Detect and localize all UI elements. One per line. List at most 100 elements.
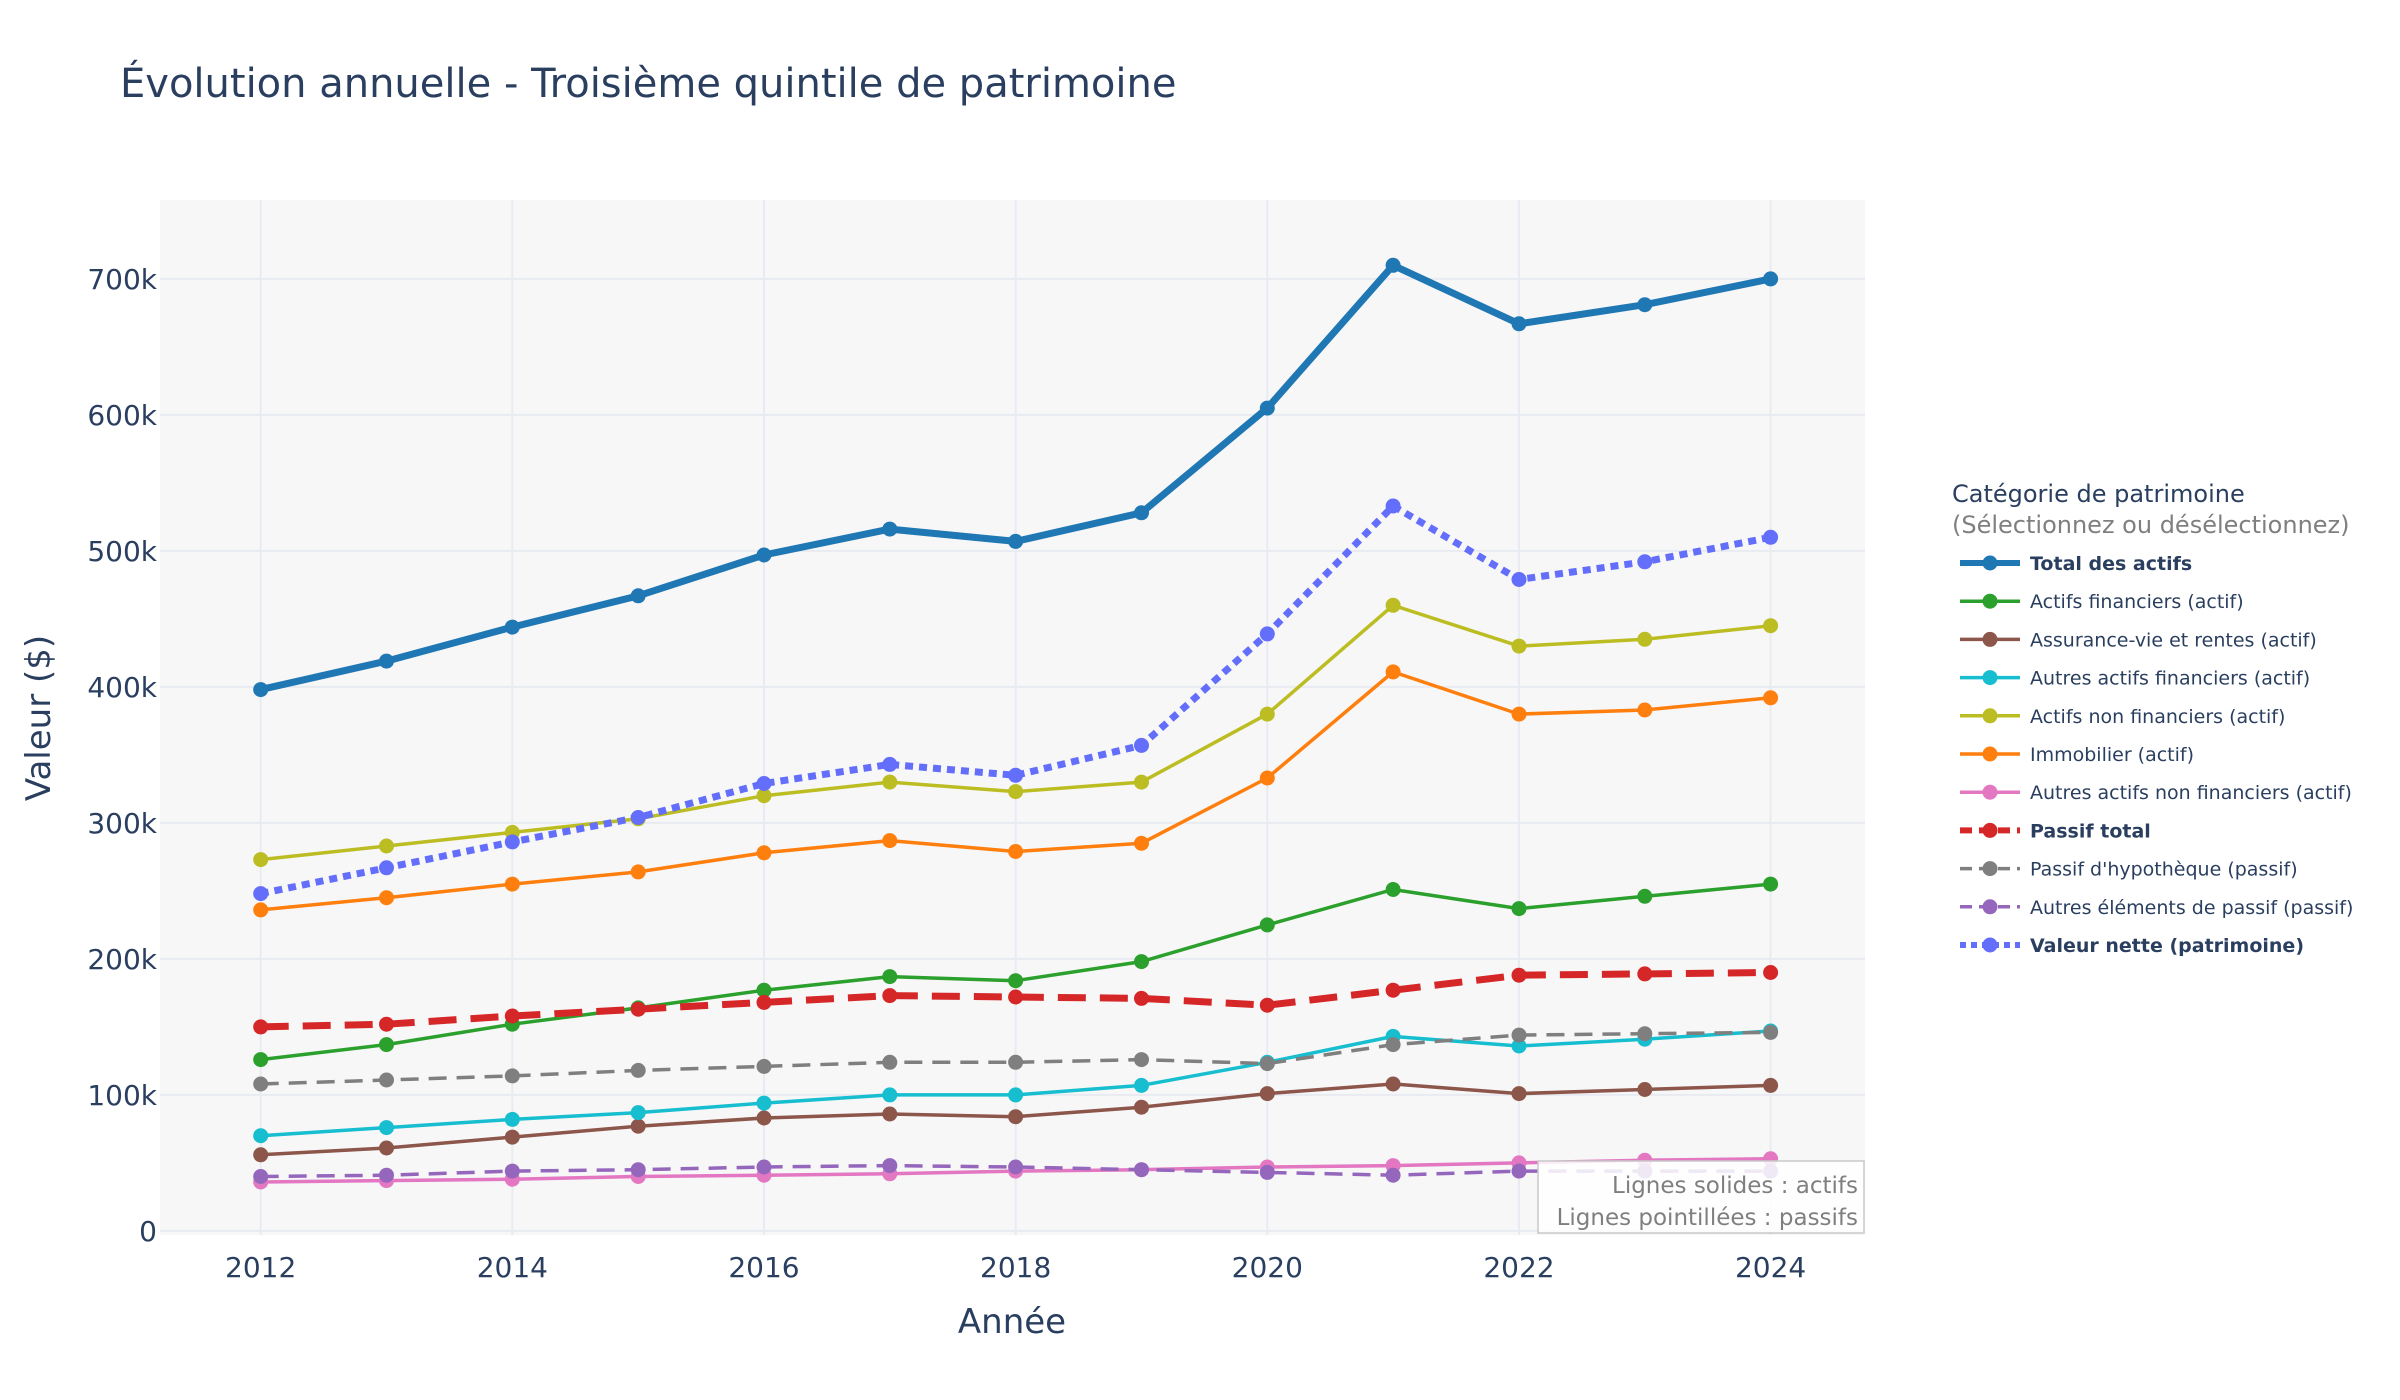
data-point [1008, 844, 1024, 859]
data-point [1134, 774, 1149, 790]
data-point [1385, 1037, 1401, 1053]
legend-item-11[interactable]: Valeur nette (patrimoine) [1960, 935, 2304, 957]
data-point [1637, 554, 1653, 570]
x-tick-label: 2014 [477, 1251, 548, 1284]
data-point [1008, 1109, 1024, 1125]
legend-item-8[interactable]: Passif total [1960, 820, 2151, 842]
x-tick-label: 2018 [980, 1251, 1051, 1284]
data-point [1134, 1099, 1149, 1115]
data-point [1134, 990, 1149, 1006]
data-point [1259, 706, 1275, 722]
data-point [1134, 1052, 1149, 1068]
legend-label: Valeur nette (patrimoine) [2030, 935, 2304, 957]
legend-item-6[interactable]: Immobilier (actif) [1960, 744, 2194, 766]
legend-items: Total des actifs Actifs financiers (actif… [1960, 553, 2353, 957]
annotation-line-liabilities: Lignes pointillées : passifs [1557, 1205, 1858, 1231]
data-point [882, 521, 898, 537]
legend-item-5[interactable]: Actifs non financiers (actif) [1960, 706, 2285, 728]
data-point [504, 834, 520, 850]
chart-title: Évolution annuelle - Troisième quintile … [120, 59, 1176, 107]
data-point [1511, 967, 1527, 983]
data-point [379, 890, 394, 906]
data-point [1511, 1027, 1527, 1043]
data-point [756, 1159, 772, 1175]
data-point [756, 776, 772, 791]
data-point [756, 1095, 772, 1111]
legend-annotation: Lignes solides : actifs Lignes pointillé… [1537, 1160, 1865, 1234]
y-tick-label: 300k [87, 807, 157, 840]
data-point [379, 653, 394, 669]
data-point [1637, 702, 1653, 718]
data-point [1259, 917, 1275, 933]
data-point [379, 1016, 394, 1032]
legend-swatch-marker [1982, 822, 1998, 838]
data-point [1259, 1164, 1275, 1180]
data-point [630, 864, 646, 880]
y-tick-label: 0 [139, 1215, 157, 1248]
data-point [1259, 1086, 1275, 1102]
legend-swatch-marker [1982, 746, 1998, 762]
data-point [1511, 901, 1527, 917]
legend-swatch-marker [1982, 631, 1998, 647]
legend-item-3[interactable]: Assurance-vie et rentes (actif) [1960, 629, 2317, 651]
data-point [1259, 400, 1275, 416]
data-point [1134, 505, 1149, 521]
data-point [253, 1076, 269, 1092]
data-point [1385, 982, 1401, 998]
data-point [1511, 1163, 1527, 1179]
data-point [1637, 631, 1653, 647]
series-1 [253, 257, 1779, 698]
series-3 [253, 1076, 1779, 1163]
data-point [379, 1037, 394, 1053]
data-point [253, 902, 269, 918]
legend-label: Total des actifs [2030, 553, 2192, 575]
data-point [1008, 1087, 1024, 1103]
data-point [1511, 572, 1527, 587]
legend-item-9[interactable]: Passif d'hypothèque (passif) [1960, 859, 2298, 881]
data-point [1008, 784, 1024, 800]
series-6 [253, 664, 1779, 918]
data-point [253, 1169, 269, 1184]
data-point [1385, 1076, 1401, 1092]
data-point [1385, 1167, 1401, 1183]
data-point [1385, 597, 1401, 613]
data-point [1511, 1086, 1527, 1102]
data-point [253, 1147, 269, 1163]
data-point [882, 969, 898, 985]
x-tick-label: 2012 [225, 1251, 296, 1284]
data-point [1511, 638, 1527, 654]
data-point [1385, 498, 1401, 514]
data-point [1511, 706, 1527, 722]
data-point [379, 860, 394, 876]
data-point [756, 788, 772, 804]
series-11 [253, 498, 1779, 902]
data-point [504, 1008, 520, 1024]
series-layer [253, 257, 1779, 1190]
legend-item-4[interactable]: Autres actifs financiers (actif) [1960, 668, 2310, 690]
data-point [253, 886, 269, 902]
data-point [1637, 297, 1653, 313]
legend-swatch-marker [1982, 899, 1998, 915]
legend-item-10[interactable]: Autres éléments de passif (passif) [1960, 897, 2353, 919]
data-point [1259, 997, 1275, 1013]
data-point [1259, 626, 1275, 642]
data-point [1134, 737, 1149, 753]
data-point [1134, 1077, 1149, 1093]
legend-item-1[interactable]: Total des actifs [1960, 553, 2192, 575]
legend-item-2[interactable]: Actifs financiers (actif) [1960, 591, 2244, 613]
data-point [756, 982, 772, 998]
data-point [882, 774, 898, 790]
data-point [1511, 1038, 1527, 1054]
legend-swatch-marker [1982, 937, 1998, 953]
legend-item-7[interactable]: Autres actifs non financiers (actif) [1960, 782, 2352, 804]
data-point [1134, 835, 1149, 851]
data-point [882, 1054, 898, 1070]
data-point [1259, 770, 1275, 786]
legend-swatch-marker [1982, 555, 1998, 571]
data-point [253, 1019, 269, 1035]
data-point [1008, 989, 1024, 1005]
legend-label: Autres éléments de passif (passif) [2030, 897, 2353, 919]
legend-swatch-marker [1982, 708, 1998, 724]
data-point [1763, 1077, 1779, 1093]
x-tick-label: 2016 [728, 1251, 799, 1284]
